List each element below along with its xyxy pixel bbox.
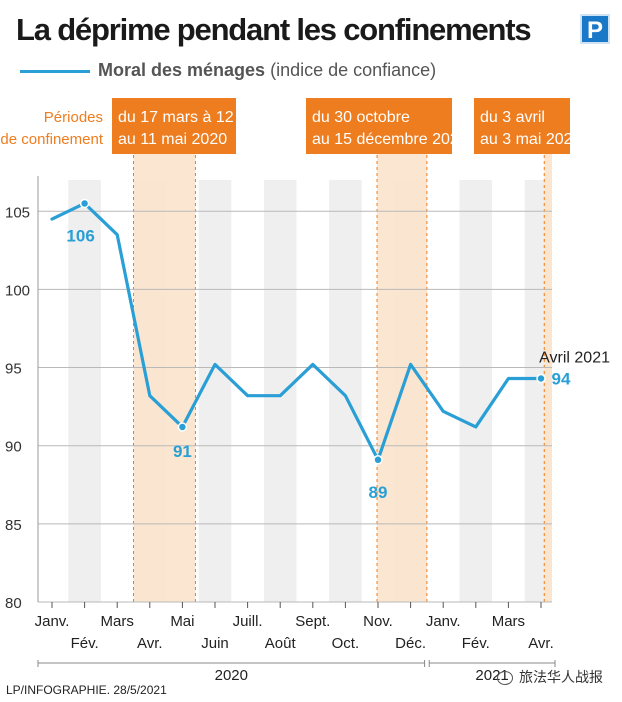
watermark: 旅法华人战报 <box>497 667 603 687</box>
x-tick-label: Avr. <box>137 635 163 652</box>
lockdown-label-line1: du 30 octobre <box>312 109 410 126</box>
column-stripe <box>329 180 362 602</box>
credit-footer: LP/INFOGRAPHIE. 28/5/2021 <box>6 683 167 697</box>
x-tick-label: Mai <box>170 613 194 630</box>
x-tick-label: Sept. <box>295 613 330 630</box>
y-tick-label: 90 <box>5 439 22 456</box>
lockdown-label-line1: du 17 mars à 12 h <box>118 109 247 126</box>
chart-legend: Moral des ménages (indice de confiance) <box>20 60 436 82</box>
x-tick-label: Juin <box>201 635 229 652</box>
publisher-logo: P <box>580 14 610 44</box>
end-annotation: Avril 2021 <box>539 349 610 366</box>
x-tick-label: Janv. <box>426 613 461 630</box>
data-label: 94 <box>552 369 571 388</box>
column-stripe <box>68 180 101 602</box>
data-label: 91 <box>173 442 192 461</box>
legend-series-note: (indice de confiance) <box>270 60 437 80</box>
lockdown-legend-line1: Périodes <box>44 109 103 126</box>
data-point-marker <box>373 455 383 465</box>
wechat-icon <box>497 671 513 686</box>
series-line <box>50 201 543 462</box>
lockdown-label-line2: au 15 décembre 2020 <box>312 131 468 148</box>
x-tick-label: Fév. <box>71 635 99 652</box>
x-tick-label: Juill. <box>233 613 263 630</box>
lockdown-label-line2: au 11 mai 2020 <box>118 131 227 148</box>
x-tick-label: Janv. <box>35 613 70 630</box>
lockdown-label-box <box>306 98 452 154</box>
lockdown-region <box>544 150 552 602</box>
year-label: 2020 <box>215 667 248 684</box>
y-tick-label: 100 <box>5 282 30 299</box>
x-tick-label: Mars <box>101 613 134 630</box>
lockdown-legend-line2: de confinement <box>0 131 103 148</box>
data-label: 106 <box>66 226 94 245</box>
lockdown-label-line1: du 3 avril <box>480 109 545 126</box>
column-stripe <box>198 180 232 602</box>
x-tick-label: Oct. <box>332 635 360 652</box>
y-tick-label: 85 <box>5 517 22 534</box>
x-tick-label: Déc. <box>395 635 426 652</box>
legend-series-name: Moral des ménages <box>98 60 266 80</box>
y-tick-label: 95 <box>5 361 22 378</box>
x-tick-label: Avr. <box>528 635 554 652</box>
data-point-marker <box>177 422 188 432</box>
lockdown-label-line2: au 3 mai 2021 <box>480 131 582 148</box>
x-tick-label: Fév. <box>462 635 490 652</box>
x-tick-label: Mars <box>492 613 525 630</box>
lockdown-label-box <box>474 98 570 154</box>
lockdown-label-box <box>112 98 236 154</box>
data-point-marker <box>79 198 90 209</box>
column-stripe <box>263 180 297 602</box>
column-stripe <box>459 180 493 602</box>
x-tick-label: Août <box>265 635 297 652</box>
watermark-text: 旅法华人战报 <box>519 669 603 685</box>
y-tick-label: 105 <box>5 204 30 221</box>
legend-line-swatch <box>20 69 90 73</box>
data-label: 89 <box>369 483 388 502</box>
lockdown-region <box>133 150 196 602</box>
x-tick-label: Nov. <box>363 613 393 630</box>
chart-title: La déprime pendant les confinements <box>16 12 532 47</box>
data-point-marker <box>536 373 546 384</box>
y-tick-label: 80 <box>5 595 22 612</box>
